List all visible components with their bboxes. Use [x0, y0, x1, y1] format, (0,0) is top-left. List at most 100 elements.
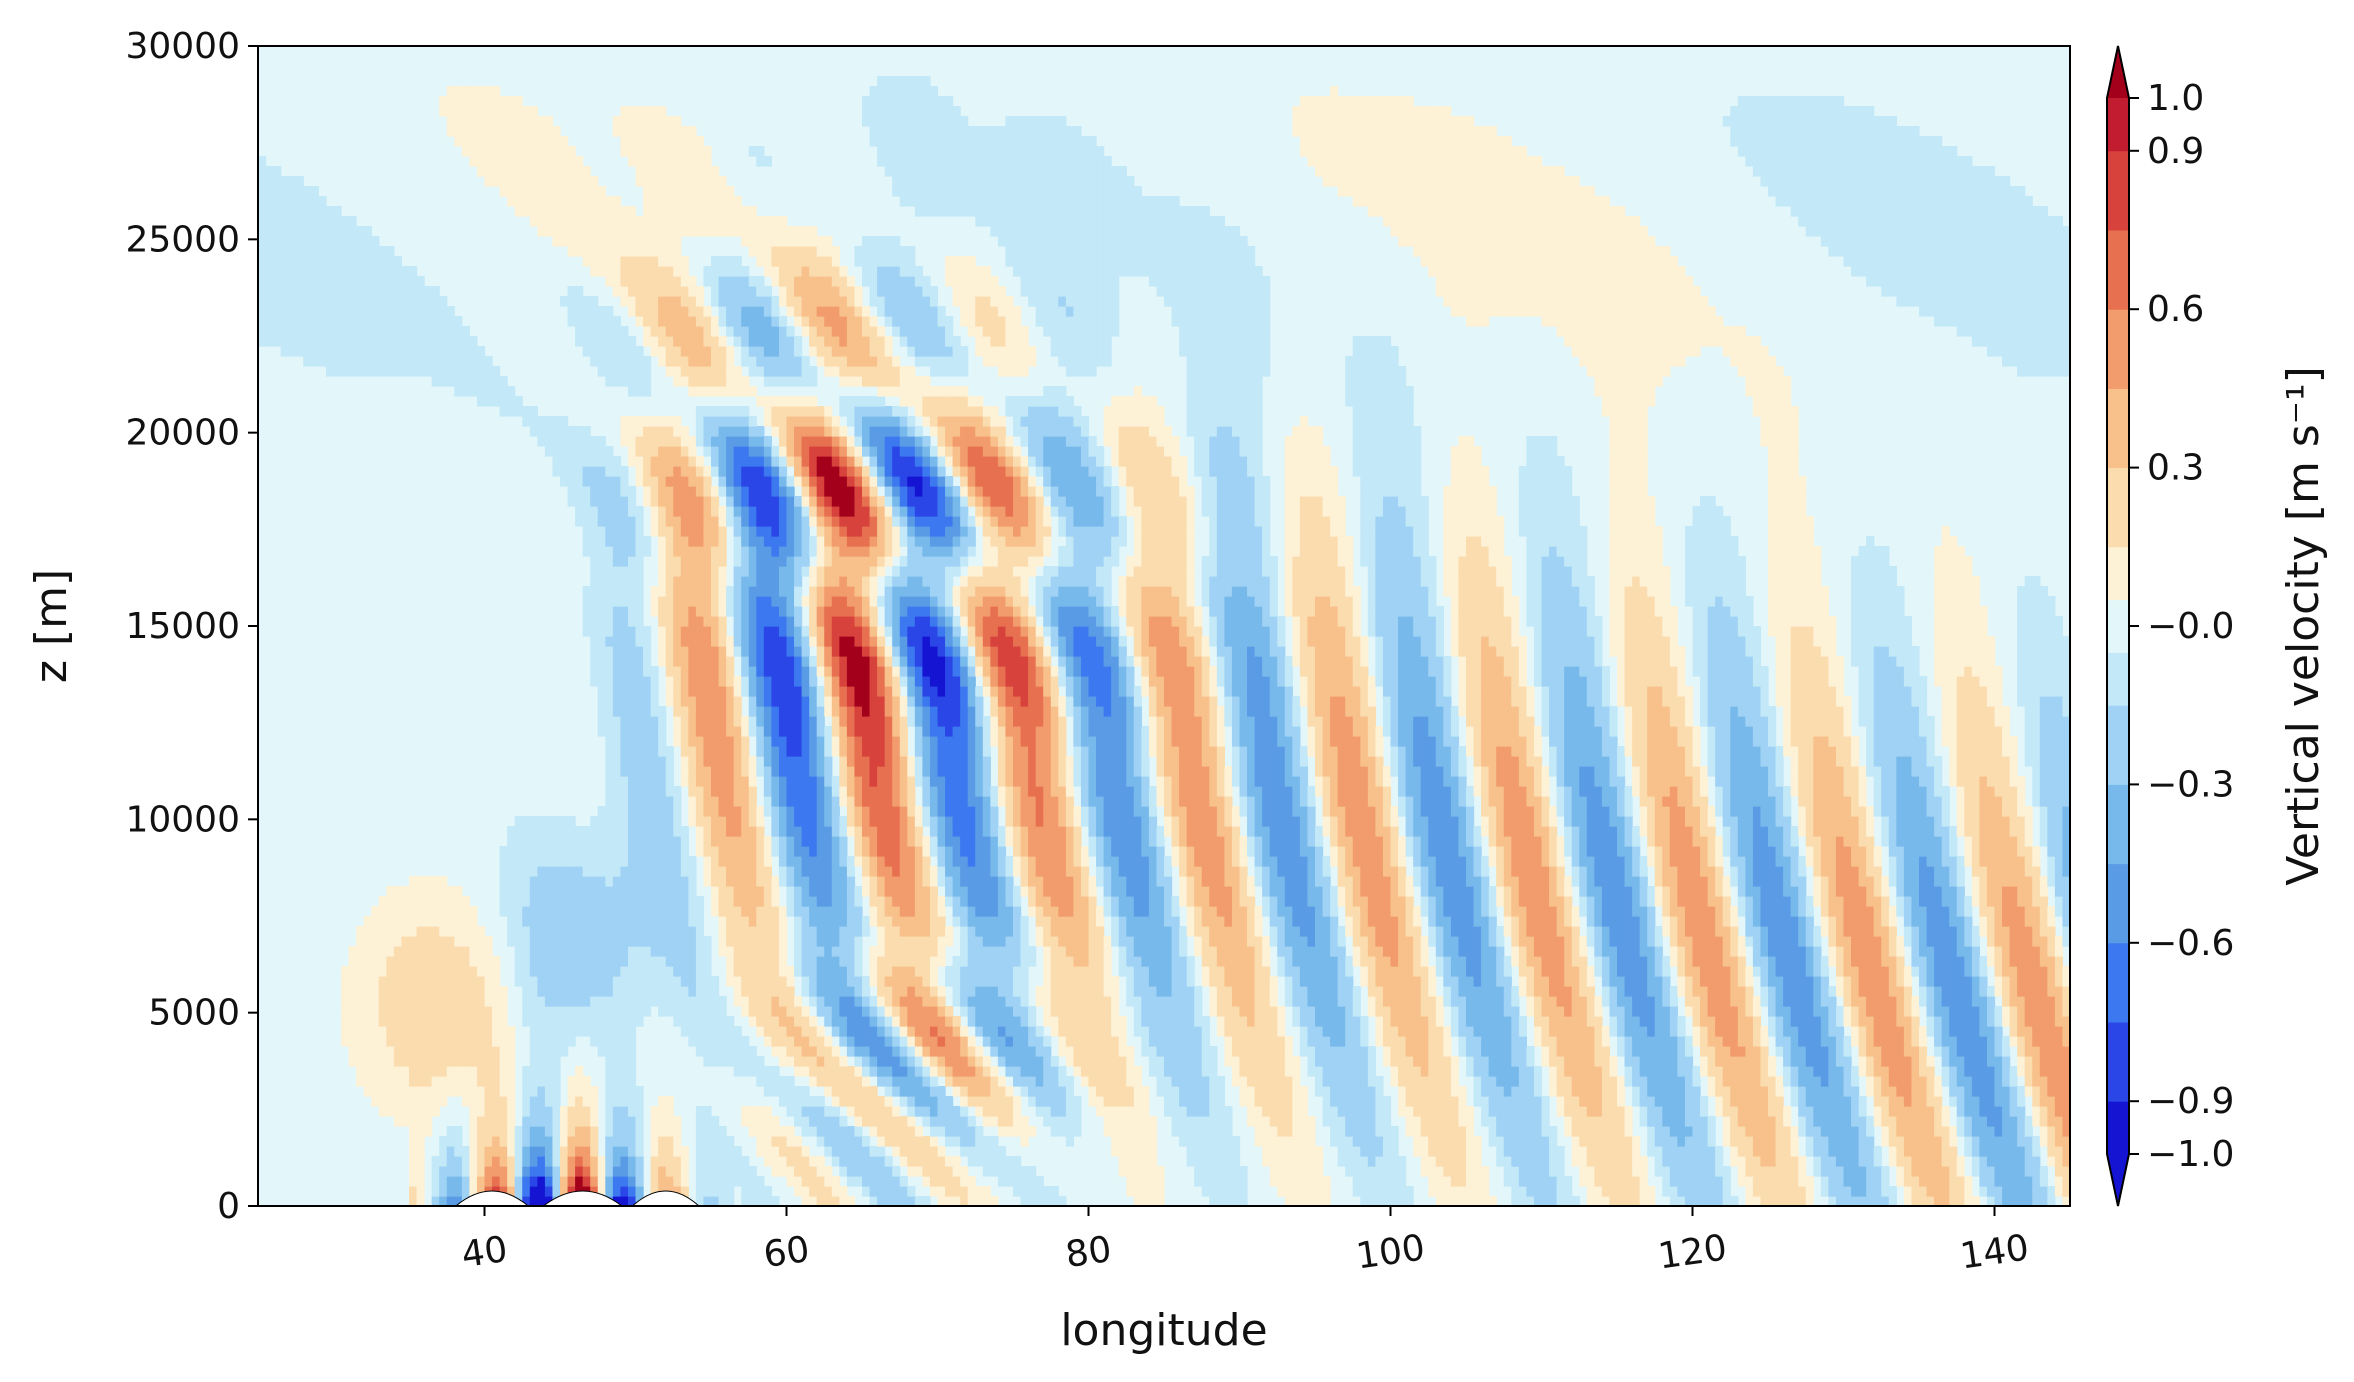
contour-cell [982, 996, 991, 1007]
contour-cell [892, 1196, 901, 1206]
contour-cell [1103, 1096, 1112, 1107]
contour-cell [741, 1186, 750, 1197]
contour-cell [1986, 996, 1996, 1007]
contour-cell [794, 966, 803, 977]
contour-cell [386, 1036, 395, 1047]
contour-cell [1601, 996, 1611, 1007]
contour-cell [363, 946, 372, 957]
contour-cell [590, 1126, 599, 1137]
contour-cell [2002, 1196, 2011, 1206]
contour-cell [469, 1026, 478, 1037]
contour-cell [1768, 1106, 1777, 1117]
contour-cell [1254, 1016, 1263, 1027]
contour-cell [492, 1056, 501, 1067]
contour-cell [711, 1056, 720, 1067]
contour-cell [1262, 1026, 1271, 1037]
contour-cell [1231, 1026, 1241, 1037]
contour-cell [2054, 1076, 2064, 1087]
contour-cell [869, 1036, 878, 1047]
contour-cell [1632, 956, 1641, 967]
contour-cell [1700, 1196, 1709, 1206]
contour-cell [2002, 1076, 2011, 1087]
contour-cell [1292, 1086, 1301, 1097]
contour-cell [1518, 1196, 1527, 1206]
contour-cell [567, 1086, 576, 1097]
contour-cell [1186, 1156, 1195, 1167]
contour-cell [1020, 1026, 1029, 1037]
contour-cell [1299, 1126, 1309, 1137]
contour-cell [1330, 1086, 1339, 1097]
contour-cell [794, 1176, 803, 1187]
contour-cell [1564, 1026, 1573, 1037]
contour-cell [1322, 1176, 1331, 1187]
contour-cell [2062, 1046, 2070, 1057]
contour-cell [741, 976, 750, 987]
contour-cell [771, 1066, 780, 1077]
contour-cell [1179, 966, 1188, 977]
contour-cell [484, 1056, 493, 1067]
contour-cell [771, 956, 780, 967]
contour-cell [914, 1166, 923, 1177]
contour-cell [446, 956, 455, 967]
contour-cell [1790, 1176, 1799, 1187]
contour-cell [2039, 986, 2048, 997]
contour-cell [1866, 1056, 1875, 1067]
contour-cell [1768, 1006, 1777, 1017]
contour-cell [2017, 1196, 2026, 1206]
contour-cell [1435, 1056, 1444, 1067]
contour-cell [1375, 1036, 1384, 1047]
contour-cell [1730, 1136, 1739, 1147]
plot-area [257, 45, 2071, 1207]
contour-cell [831, 1146, 840, 1157]
contour-cell [1096, 986, 1105, 997]
contour-cell [476, 1116, 486, 1127]
contour-cell [2017, 996, 2026, 1007]
contour-cell [1639, 1016, 1648, 1027]
contour-cell [877, 1036, 886, 1047]
contour-cell [1224, 1146, 1233, 1157]
contour-cell [695, 1126, 705, 1137]
contour-cell [1896, 986, 1905, 997]
contour-cell [2054, 1116, 2064, 1127]
contour-cell [1148, 1146, 1158, 1157]
contour-cell [763, 986, 772, 997]
contour-cell [1851, 966, 1860, 977]
contour-cell [937, 1186, 946, 1197]
contour-cell [1224, 1176, 1233, 1187]
contour-cell [1239, 1166, 1248, 1177]
contour-cell [801, 1176, 810, 1187]
contour-cell [2032, 966, 2041, 977]
contour-cell [982, 1076, 991, 1087]
contour-cell [1760, 1036, 1769, 1047]
contour-cell [1851, 1076, 1860, 1087]
contour-cell [1413, 1056, 1422, 1067]
contour-cell [2032, 1076, 2041, 1087]
contour-cell [575, 1116, 584, 1127]
contour-cell [1443, 1116, 1452, 1127]
contour-cell [1911, 1036, 1920, 1047]
contour-cell [650, 1156, 659, 1167]
contour-cell [1337, 956, 1346, 967]
contour-cell [1118, 1106, 1127, 1117]
contour-cell [982, 1086, 991, 1097]
contour-cell [1013, 986, 1022, 997]
contour-cell [718, 1196, 727, 1206]
contour-cell [1111, 1136, 1120, 1147]
contour-cell [763, 1126, 772, 1137]
contour-cell [1428, 1086, 1437, 1097]
contour-cell [763, 946, 772, 957]
contour-cell [537, 1026, 546, 1037]
contour-cell [1269, 1176, 1278, 1187]
contour-cell [884, 1176, 893, 1187]
contour-cell [1013, 1156, 1022, 1167]
contour-cell [1005, 1056, 1014, 1067]
contour-cell [1496, 1096, 1505, 1107]
contour-cell [1760, 1096, 1769, 1107]
contour-cell [1043, 986, 1052, 997]
contour-cell [1979, 1016, 1988, 1027]
contour-cell [869, 1046, 878, 1057]
contour-cell [1775, 1046, 1784, 1057]
contour-cell [1322, 1056, 1331, 1067]
contour-cell [2039, 1126, 2048, 1137]
contour-cell [627, 1006, 637, 1017]
